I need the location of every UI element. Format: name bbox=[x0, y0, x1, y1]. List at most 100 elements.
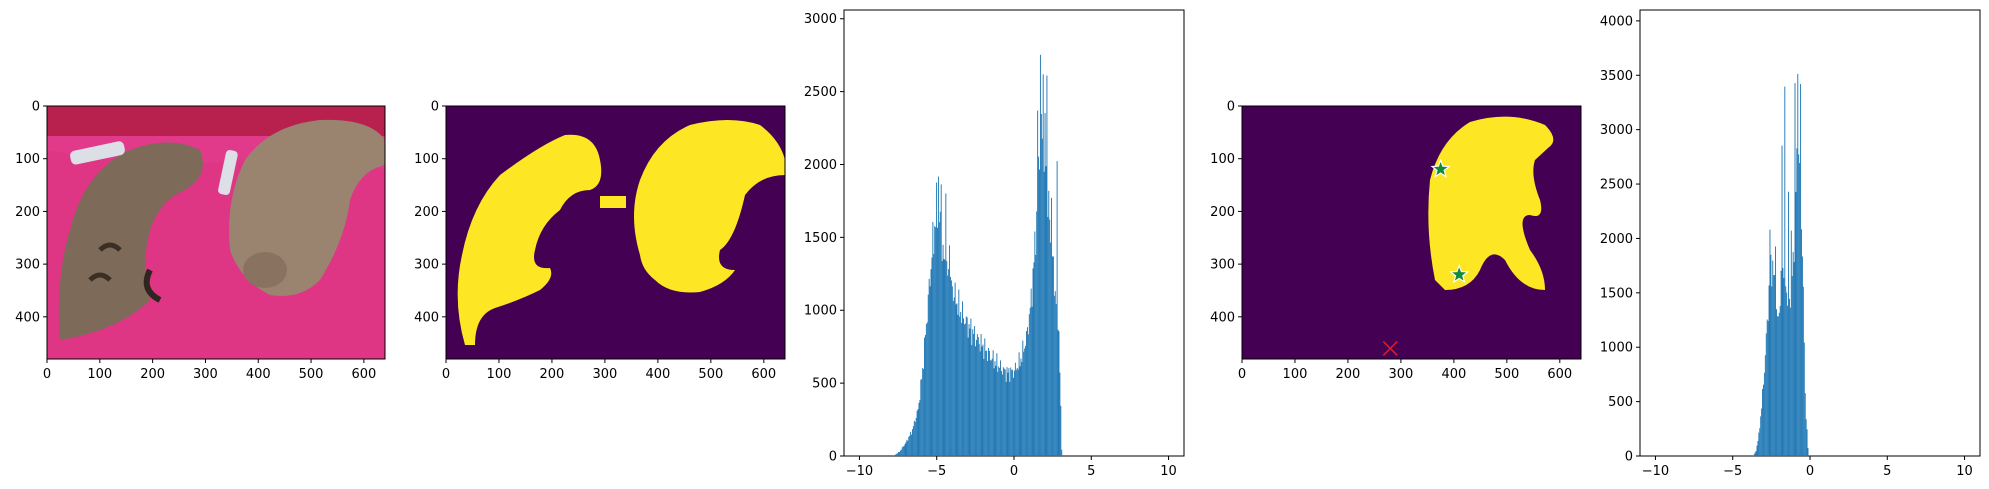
histogram-bar bbox=[942, 244, 944, 456]
histogram-bar bbox=[1758, 432, 1760, 456]
mask-right-cat bbox=[1428, 116, 1554, 291]
histogram-bar bbox=[1785, 286, 1787, 456]
histogram-bar bbox=[1008, 368, 1010, 456]
histogram-bar bbox=[1803, 342, 1805, 456]
y-tick-label: 400 bbox=[414, 310, 439, 325]
y-tick-label: 0 bbox=[431, 100, 439, 115]
x-tick-label: 5 bbox=[1087, 464, 1095, 479]
histogram-bar bbox=[1791, 276, 1793, 456]
histogram-bar bbox=[1031, 306, 1033, 456]
histogram-bar bbox=[1039, 169, 1040, 456]
x-tick-label: 600 bbox=[351, 367, 376, 382]
histogram-bar bbox=[1757, 440, 1759, 456]
histogram-bar bbox=[977, 337, 979, 456]
histogram-bar bbox=[1061, 449, 1063, 456]
mask-right-cat bbox=[634, 120, 785, 293]
histogram-bar bbox=[913, 420, 915, 456]
histogram-bar bbox=[935, 227, 937, 456]
histogram-bar bbox=[1763, 372, 1765, 456]
histogram-bar bbox=[937, 227, 938, 456]
histogram-bar bbox=[1001, 371, 1002, 456]
histogram-bar bbox=[939, 211, 941, 456]
histogram-bar bbox=[928, 278, 930, 456]
histogram-bar bbox=[917, 409, 919, 456]
histogram-bar bbox=[1782, 267, 1784, 456]
histogram-bar bbox=[1054, 291, 1056, 456]
x-tick-label: 500 bbox=[1494, 367, 1519, 382]
histogram-bar bbox=[912, 429, 913, 456]
x-tick-label: 600 bbox=[1547, 367, 1572, 382]
histogram-bar bbox=[1789, 307, 1791, 456]
histogram-bar bbox=[902, 446, 904, 456]
axes-1: 0 100 200 300 400 500 600 0 100 200 300 400 bbox=[15, 100, 386, 382]
histogram-bar bbox=[988, 347, 989, 456]
histogram-bar bbox=[930, 269, 932, 456]
y-tick-label: 500 bbox=[812, 377, 837, 392]
y-tick-label: 2000 bbox=[804, 158, 837, 173]
histogram-bar bbox=[1805, 419, 1807, 456]
positive-point-star bbox=[1430, 158, 1451, 178]
histogram-bar bbox=[1038, 156, 1040, 456]
y-tick-label: 3000 bbox=[804, 12, 837, 27]
histogram-bar bbox=[1783, 277, 1785, 456]
y-tick-label: 0 bbox=[32, 100, 40, 115]
histogram-bar bbox=[1752, 455, 1754, 456]
histogram-bar bbox=[1765, 333, 1767, 456]
histogram-bar bbox=[1768, 285, 1770, 456]
histogram-bar bbox=[1767, 320, 1769, 456]
histogram-bar bbox=[1059, 372, 1061, 456]
histogram-bar bbox=[1026, 327, 1028, 456]
histogram-bar bbox=[1035, 255, 1037, 456]
histogram-bar bbox=[1763, 384, 1764, 456]
y-tick-label: 4000 bbox=[1600, 14, 1633, 29]
photo-panel bbox=[47, 106, 385, 359]
histogram-bar bbox=[1795, 192, 1797, 456]
histogram-bar bbox=[907, 440, 909, 456]
histogram-bar bbox=[965, 316, 967, 456]
y-tick-label: 0 bbox=[829, 450, 837, 465]
histogram-bar bbox=[994, 361, 996, 456]
histogram-bar bbox=[975, 339, 977, 456]
mask-panel-right-cat bbox=[1242, 106, 1581, 359]
histogram-bar bbox=[899, 451, 900, 456]
histogram-bar bbox=[996, 353, 998, 456]
histogram-bar bbox=[914, 422, 916, 456]
histogram-bar bbox=[1784, 86, 1786, 457]
histogram-bar bbox=[1026, 331, 1027, 456]
histogram-bar bbox=[1028, 314, 1030, 456]
histogram-bar bbox=[959, 316, 961, 456]
histogram-bar bbox=[983, 358, 985, 456]
histogram-bar bbox=[986, 350, 988, 456]
histogram-bar bbox=[984, 338, 986, 456]
histogram-bar bbox=[1041, 138, 1043, 456]
x-tick-label: 0 bbox=[1806, 464, 1814, 479]
histogram-bar bbox=[993, 368, 995, 456]
histogram-bar bbox=[905, 442, 907, 456]
histogram-bar bbox=[985, 350, 987, 456]
histogram-bar bbox=[1016, 367, 1018, 456]
histogram-bar bbox=[1777, 316, 1779, 456]
histogram-bar bbox=[1042, 74, 1044, 457]
y-tick-label: 400 bbox=[1210, 310, 1235, 325]
histogram-bar bbox=[948, 269, 950, 456]
histogram-bar bbox=[1049, 219, 1051, 456]
histogram-bar bbox=[950, 280, 952, 456]
histogram-bar bbox=[1776, 309, 1777, 456]
histogram-bar bbox=[1056, 161, 1058, 457]
y-tick-label: 100 bbox=[1210, 152, 1235, 167]
histogram-bar bbox=[989, 360, 991, 456]
histogram-bar bbox=[1774, 274, 1776, 456]
histogram-bar bbox=[1762, 388, 1764, 456]
histogram-bar bbox=[1015, 369, 1017, 456]
histogram-bar bbox=[1770, 254, 1772, 456]
histogram-bar bbox=[926, 322, 928, 456]
y-tick-label: 0 bbox=[1227, 100, 1235, 115]
histogram-bar bbox=[967, 337, 969, 456]
histogram-bar bbox=[896, 453, 898, 456]
x-tick-label: 10 bbox=[1160, 464, 1177, 479]
histogram-bar bbox=[1036, 211, 1038, 456]
histogram-bar bbox=[1037, 110, 1039, 456]
histogram-bar bbox=[1040, 113, 1042, 456]
histogram-bar bbox=[1775, 246, 1776, 456]
histogram-bar bbox=[1023, 351, 1025, 456]
